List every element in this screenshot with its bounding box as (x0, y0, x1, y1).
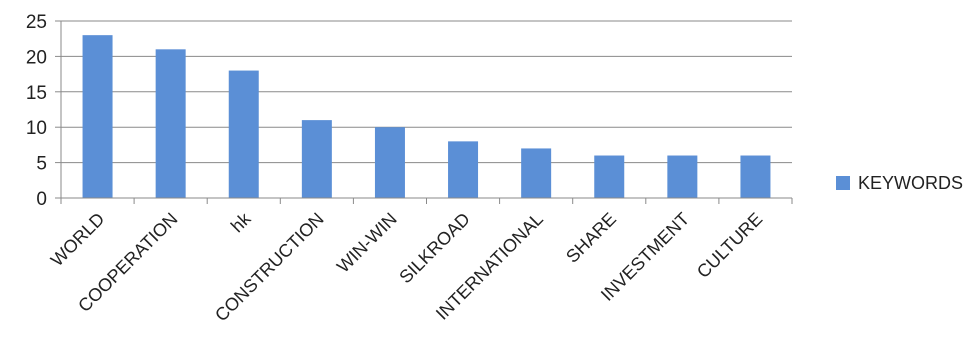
bar (82, 35, 113, 198)
y-tick-label: 20 (26, 47, 47, 68)
y-axis-tick-labels: 0 5 10 15 20 25 (26, 12, 47, 210)
bar (594, 155, 625, 198)
bar (374, 127, 405, 198)
y-tick-label: 0 (36, 189, 47, 210)
legend: KEYWORDS (836, 173, 963, 193)
bar (521, 148, 552, 198)
x-category-label: WIN-WIN (333, 209, 401, 277)
y-tick-label: 5 (36, 154, 47, 175)
x-category-label: CONSTRUCTION (211, 209, 328, 326)
x-category-label: SILKROAD (395, 209, 474, 288)
legend-swatch (836, 176, 850, 190)
x-category-label: hk (227, 208, 255, 236)
x-category-label: WORLD (47, 209, 109, 271)
y-tick-label: 25 (26, 12, 47, 33)
bar (301, 120, 332, 198)
bar (448, 141, 479, 198)
bar (740, 155, 771, 198)
legend-label: KEYWORDS (858, 173, 963, 193)
y-tick-label: 15 (26, 83, 47, 104)
x-category-label: SHARE (562, 209, 620, 267)
bars (82, 35, 771, 198)
axes (55, 20, 793, 204)
bar (228, 70, 259, 198)
x-category-label: CULTURE (693, 209, 766, 282)
bar (667, 155, 698, 198)
y-tick-label: 10 (26, 118, 47, 139)
bar (155, 49, 186, 198)
